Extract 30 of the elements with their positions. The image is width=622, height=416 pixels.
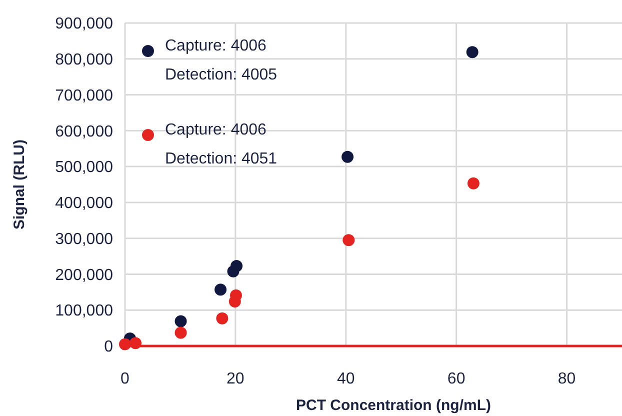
- x-tick-label: 40: [336, 370, 355, 388]
- y-tick-label: 300,000: [55, 230, 114, 248]
- y-tick-label: 700,000: [55, 87, 114, 104]
- x-tick-label: 80: [558, 370, 576, 388]
- y-tick-label: 600,000: [55, 123, 114, 140]
- y-axis-title: Signal (RLU): [11, 140, 28, 230]
- point: [467, 177, 480, 190]
- x-tick-label: 0: [120, 370, 130, 388]
- y-tick-label: 200,000: [55, 266, 114, 284]
- y-tick-label: 900,000: [55, 16, 114, 33]
- point: [119, 338, 131, 350]
- y-tick-label: 800,000: [55, 51, 114, 68]
- y-tick-label: 400,000: [55, 195, 114, 212]
- legend-label: Capture: 4006 Detection: 4005: [165, 38, 278, 84]
- point: [230, 260, 243, 272]
- point: [342, 234, 355, 246]
- point: [466, 46, 478, 58]
- x-tick-label: 60: [447, 370, 466, 388]
- y-tick-label: 100,000: [55, 302, 114, 320]
- y-tick-label: 0: [104, 338, 114, 356]
- point: [342, 150, 354, 163]
- y-tick-label: 500,000: [55, 159, 114, 176]
- legend-label: Capture: 4006 Detection: 4051: [165, 122, 278, 168]
- x-axis-title: PCT Concentration (ng/mL): [296, 397, 491, 414]
- point: [214, 284, 227, 296]
- point: [216, 312, 228, 324]
- point: [174, 326, 187, 339]
- point: [174, 315, 187, 328]
- x-tick-label: 20: [226, 370, 244, 388]
- point: [129, 337, 142, 350]
